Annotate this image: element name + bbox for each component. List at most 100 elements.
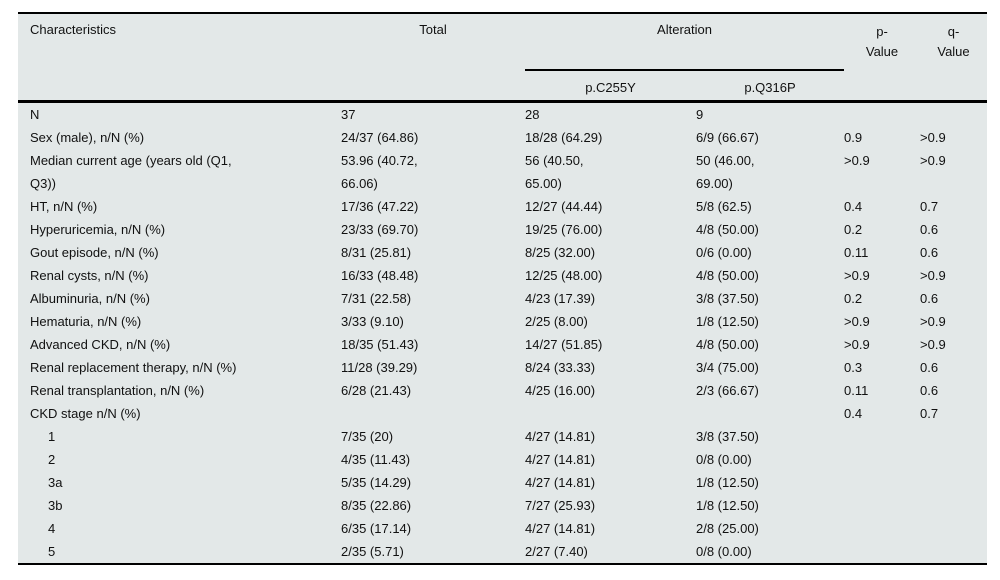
row-label-cell: Renal cysts, n/N (%): [30, 267, 149, 283]
row-label-cell: N: [30, 106, 40, 122]
q-value-cell: >0.9: [920, 152, 946, 168]
p-value-cell: [844, 448, 920, 471]
q316p-cell: 6/9 (66.67): [696, 129, 759, 145]
col-header-p-q316p: p.Q316P: [744, 79, 796, 95]
table-row: Hematuria, n/N (%) 3/33 (9.10) 2/25 (8.00)…: [18, 310, 987, 333]
q316p-cell: 0/6 (0.00): [696, 244, 752, 260]
q-value-cell: [920, 471, 987, 494]
q316p-cell: 2/8 (25.00): [696, 520, 759, 536]
p-value-cell: 0.9: [844, 129, 863, 145]
table-row: Renal replacement therapy, n/N (%) 11/28 …: [18, 356, 987, 379]
table-row: Advanced CKD, n/N (%) 18/35 (51.43) 14/27 …: [18, 333, 987, 356]
total-cell: 2/35 (5.71): [341, 543, 404, 559]
p-value-cell: 0.4: [844, 405, 863, 421]
c255y-cell: 12/27 (44.44): [525, 198, 603, 214]
characteristics-table: Characteristics Total Alteration p- Valu…: [18, 12, 988, 565]
row-label-cell: Median current age (years old (Q1, Q3)): [30, 152, 232, 191]
q316p-cell: [696, 402, 844, 425]
header-row-2: p.C255Y p.Q316P: [18, 70, 987, 101]
c255y-cell: 2/27 (7.40): [525, 543, 588, 559]
q-value-cell: [920, 540, 987, 564]
q-value-cell: [920, 494, 987, 517]
row-label-cell: Sex (male), n/N (%): [30, 129, 145, 145]
c255y-cell: 7/27 (25.93): [525, 497, 596, 513]
total-cell: 7/31 (22.58): [341, 290, 412, 306]
total-cell: 11/28 (39.29): [341, 359, 418, 375]
total-cell: 5/35 (14.29): [341, 474, 412, 490]
p-value-cell: [844, 471, 920, 494]
q316p-cell: 3/8 (37.50): [696, 290, 759, 306]
table-row: 3a 5/35 (14.29) 4/27 (14.81) 1/8 (12.50): [18, 471, 987, 494]
row-label-cell: 5: [48, 543, 56, 559]
p-value-cell: 0.11: [844, 244, 869, 260]
col-header-p-c255y: p.C255Y: [585, 79, 636, 95]
q316p-cell: 3/4 (75.00): [696, 359, 759, 375]
c255y-cell: 4/25 (16.00): [525, 382, 596, 398]
c255y-cell: 12/25 (48.00): [525, 267, 603, 283]
row-label-cell: 3a: [48, 474, 63, 490]
total-cell: 8/35 (22.86): [341, 497, 412, 513]
c255y-cell: 4/27 (14.81): [525, 474, 596, 490]
table-body: N 37 28 9 Sex (male), n/N (%) 24/37 (64.86) 18…: [18, 101, 987, 564]
row-label-cell: 3b: [48, 497, 63, 513]
total-cell: 7/35 (20): [341, 428, 394, 444]
p-value-cell: >0.9: [844, 336, 870, 352]
q316p-cell: 1/8 (12.50): [696, 497, 759, 513]
q316p-cell: 5/8 (62.5): [696, 198, 752, 214]
q-value-cell: 0.6: [920, 359, 939, 375]
p-value-cell: [844, 101, 920, 126]
q-value-cell: 0.6: [920, 244, 939, 260]
row-label-cell: CKD stage n/N (%): [30, 405, 141, 421]
table-row: 5 2/35 (5.71) 2/27 (7.40) 0/8 (0.00): [18, 540, 987, 564]
total-cell: 6/28 (21.43): [341, 382, 412, 398]
total-cell: 37: [341, 106, 356, 122]
q-value-cell: 0.7: [920, 405, 939, 421]
table-header: Characteristics Total Alteration p- Valu…: [18, 13, 988, 101]
header-row-1: Characteristics Total Alteration p- Valu…: [18, 13, 987, 71]
c255y-cell: 4/27 (14.81): [525, 520, 596, 536]
p-value-cell: [844, 425, 920, 448]
q316p-cell: 2/3 (66.67): [696, 382, 759, 398]
q316p-cell: 1/8 (12.50): [696, 313, 759, 329]
row-label-cell: 4: [48, 520, 56, 536]
c255y-cell: 18/28 (64.29): [525, 129, 603, 145]
total-cell: 4/35 (11.43): [341, 451, 411, 467]
p-value-cell: >0.9: [844, 152, 870, 168]
row-label-cell: Albuminuria, n/N (%): [30, 290, 150, 306]
q316p-cell: 4/8 (50.00): [696, 336, 759, 352]
row-label-cell: Gout episode, n/N (%): [30, 244, 159, 260]
c255y-cell: [525, 402, 696, 425]
total-cell: 17/36 (47.22): [341, 198, 419, 214]
row-label-cell: Renal replacement therapy, n/N (%): [30, 359, 237, 375]
col-header-q-value: q- Value: [937, 24, 970, 59]
total-cell: 23/33 (69.70): [341, 221, 419, 237]
table-row: Renal transplantation, n/N (%) 6/28 (21.4…: [18, 379, 987, 402]
p-value-cell: [844, 517, 920, 540]
p-value-cell: 0.2: [844, 290, 863, 306]
table-row: Median current age (years old (Q1, Q3)) 5…: [18, 149, 987, 195]
p-value-cell: 0.3: [844, 359, 863, 375]
q316p-cell: 4/8 (50.00): [696, 221, 759, 237]
q316p-cell: 4/8 (50.00): [696, 267, 759, 283]
table-row: 1 7/35 (20) 4/27 (14.81) 3/8 (37.50): [18, 425, 987, 448]
table-row: 4 6/35 (17.14) 4/27 (14.81) 2/8 (25.00): [18, 517, 987, 540]
q316p-cell: 1/8 (12.50): [696, 474, 759, 490]
total-cell: [341, 402, 525, 425]
table-row: Renal cysts, n/N (%) 16/33 (48.48) 12/25 (…: [18, 264, 987, 287]
table-row: 3b 8/35 (22.86) 7/27 (25.93) 1/8 (12.50): [18, 494, 987, 517]
total-cell: 6/35 (17.14): [341, 520, 412, 536]
p-value-cell: 0.4: [844, 198, 863, 214]
table-row: Hyperuricemia, n/N (%) 23/33 (69.70) 19/25…: [18, 218, 987, 241]
col-header-characteristics: Characteristics: [30, 22, 116, 37]
col-header-alteration: Alteration: [525, 13, 845, 71]
q-value-cell: [920, 448, 987, 471]
c255y-cell: 4/23 (17.39): [525, 290, 596, 306]
table-row: Sex (male), n/N (%) 24/37 (64.86) 18/28 (6…: [18, 126, 987, 149]
c255y-cell: 8/24 (33.33): [525, 359, 596, 375]
c255y-cell: 4/27 (14.81): [525, 428, 596, 444]
q-value-cell: >0.9: [920, 336, 946, 352]
q-value-cell: 0.6: [920, 382, 939, 398]
c255y-cell: 28: [525, 106, 540, 122]
p-value-cell: [844, 494, 920, 517]
row-label-cell: Advanced CKD, n/N (%): [30, 336, 171, 352]
